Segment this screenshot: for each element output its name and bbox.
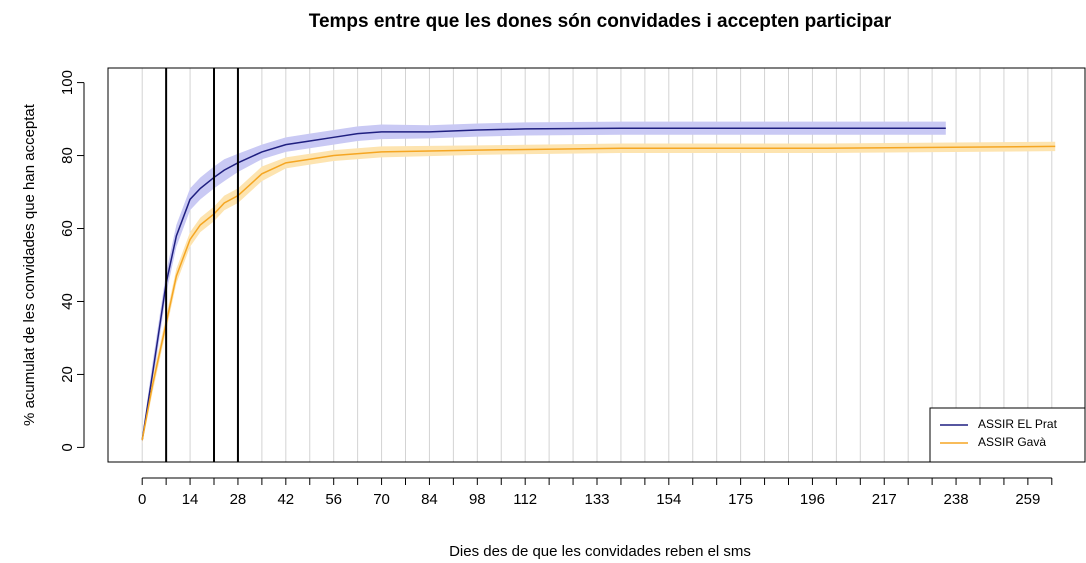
y-axis-label: % acumulat de les convidades que han acc…: [21, 103, 38, 426]
line: [141, 127, 946, 441]
x-tick-label: 112: [513, 491, 537, 508]
x-tick-label: 196: [800, 491, 825, 508]
line: [141, 145, 1056, 441]
x-tick-label: 42: [277, 491, 294, 508]
y-tick-label: 60: [59, 220, 76, 237]
x-tick-label: 238: [944, 491, 969, 508]
x-tick-label: 154: [656, 491, 681, 508]
confidence-band: [142, 141, 1056, 444]
x-tick-label: 84: [421, 491, 438, 508]
y-tick-label: 80: [59, 147, 76, 164]
y-tick-label: 100: [59, 70, 76, 95]
y-tick-label: 40: [59, 293, 76, 310]
legend-box: [929, 407, 1086, 463]
legend-label: ASSIR EL Prat: [978, 417, 1058, 431]
x-tick-label: 217: [872, 491, 897, 508]
y-tick-label: 20: [59, 366, 76, 383]
x-axis-label: Dies des de que les convidades reben el …: [449, 543, 751, 560]
x-tick-label: 175: [728, 491, 753, 508]
x-tick-label: 14: [182, 491, 199, 508]
x-tick-label: 0: [138, 491, 146, 508]
legend-label: ASSIR Gavà: [978, 435, 1046, 449]
x-tick-label: 98: [469, 491, 486, 508]
x-tick-label: 28: [230, 491, 247, 508]
chart-title: Temps entre que les dones són convidades…: [309, 11, 892, 32]
y-tick-label: 0: [59, 443, 76, 451]
x-tick-label: 56: [325, 491, 342, 508]
x-tick-label: 70: [373, 491, 390, 508]
plot-frame: [107, 67, 1086, 463]
x-tick-label: 259: [1015, 491, 1040, 508]
x-tick-label: 133: [584, 491, 609, 508]
